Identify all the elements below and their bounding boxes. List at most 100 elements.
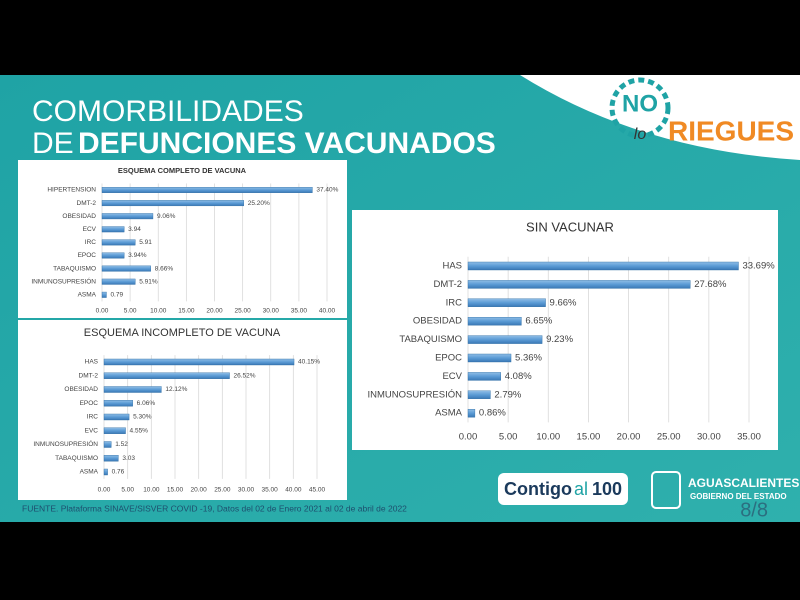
value-label: 40.15% bbox=[298, 359, 320, 366]
x-tick-label: 30.00 bbox=[263, 308, 280, 315]
value-label: 6.65% bbox=[525, 316, 552, 327]
y-tick-label: HAS bbox=[442, 261, 462, 272]
y-tick-label: HAS bbox=[85, 359, 99, 366]
bar bbox=[101, 252, 125, 259]
value-label: 25.20% bbox=[248, 200, 270, 207]
x-tick-label: 40.00 bbox=[285, 487, 302, 494]
value-label: 5.91% bbox=[139, 278, 158, 285]
y-tick-label: HIPERTENSION bbox=[47, 187, 96, 194]
bar bbox=[467, 317, 522, 326]
title-bold: DEFUNCIONES VACUNADOS bbox=[78, 127, 496, 160]
gov-name: AGUASCALIENTES bbox=[688, 476, 799, 490]
bar bbox=[467, 261, 739, 271]
y-tick-label: INMUNOSUPRESIÓN bbox=[31, 276, 96, 285]
logo-virus bbox=[609, 77, 671, 139]
bar bbox=[101, 200, 244, 207]
bar bbox=[103, 358, 295, 366]
value-label: 0.79 bbox=[110, 292, 123, 299]
value-label: 6.06% bbox=[137, 400, 156, 407]
x-tick-label: 0.00 bbox=[459, 432, 478, 443]
y-tick-label: ASMA bbox=[78, 292, 97, 299]
value-label: 0.86% bbox=[479, 408, 506, 419]
y-tick-label: DMT-2 bbox=[77, 200, 97, 207]
x-tick-label: 15.00 bbox=[167, 487, 184, 494]
x-tick-label: 35.00 bbox=[291, 308, 308, 315]
y-tick-label: DMT-2 bbox=[79, 372, 99, 379]
y-tick-label: EPOC bbox=[435, 353, 462, 364]
chart-title: ESQUEMA INCOMPLETO DE VACUNA bbox=[84, 327, 281, 339]
bar bbox=[103, 455, 119, 462]
x-tick-label: 5.00 bbox=[124, 308, 137, 315]
value-label: 5.36% bbox=[515, 353, 542, 364]
title-de: DE bbox=[32, 127, 74, 160]
y-tick-label: INMUNOSUPRESIÓN bbox=[33, 439, 98, 448]
x-tick-label: 35.00 bbox=[737, 432, 761, 443]
gov-sub: GOBIERNO DEL ESTADO bbox=[690, 492, 787, 501]
logo-no: NO bbox=[622, 90, 658, 117]
value-label: 9.06% bbox=[157, 213, 176, 220]
x-tick-label: 20.00 bbox=[206, 308, 223, 315]
x-tick-label: 25.00 bbox=[657, 432, 681, 443]
chart-panel bbox=[352, 210, 778, 450]
x-tick-label: 40.00 bbox=[319, 308, 336, 315]
value-label: 2.79% bbox=[494, 389, 521, 400]
bar bbox=[101, 291, 107, 298]
white-curve bbox=[520, 75, 800, 160]
bar bbox=[101, 239, 136, 246]
value-label: 33.69% bbox=[742, 261, 775, 272]
y-tick-label: IRC bbox=[446, 297, 463, 308]
value-label: 5.91 bbox=[139, 239, 152, 246]
bar bbox=[101, 213, 154, 220]
y-tick-label: TABAQUISMO bbox=[53, 265, 96, 272]
x-tick-label: 0.00 bbox=[96, 308, 109, 315]
value-label: 3.94 bbox=[128, 226, 141, 233]
y-tick-label: TABAQUISMO bbox=[55, 455, 98, 462]
x-tick-label: 25.00 bbox=[214, 487, 231, 494]
x-tick-label: 35.00 bbox=[262, 487, 279, 494]
value-label: 26.52% bbox=[234, 372, 256, 379]
source-note: FUENTE. Plataforma SINAVE/SISVER COVID -… bbox=[22, 503, 407, 513]
x-tick-label: 25.00 bbox=[234, 308, 251, 315]
value-label: 3.03 bbox=[122, 455, 135, 462]
x-tick-label: 15.00 bbox=[577, 432, 601, 443]
chart-panel bbox=[18, 160, 347, 318]
x-tick-label: 5.00 bbox=[121, 487, 134, 494]
contigo-al: al bbox=[574, 479, 588, 499]
x-tick-label: 15.00 bbox=[178, 308, 195, 315]
value-label: 3.94% bbox=[128, 252, 147, 259]
bar bbox=[467, 353, 512, 363]
bar bbox=[101, 265, 151, 272]
x-tick-label: 0.00 bbox=[98, 487, 111, 494]
value-label: 8.66% bbox=[155, 265, 174, 272]
x-tick-label: 5.00 bbox=[499, 432, 518, 443]
y-tick-label: IRC bbox=[85, 239, 97, 246]
y-tick-label: OBESIDAD bbox=[62, 213, 96, 220]
bar bbox=[467, 335, 543, 344]
contigo-badge bbox=[498, 473, 628, 505]
coat-of-arms bbox=[651, 471, 681, 509]
bar bbox=[103, 400, 133, 407]
x-tick-label: 30.00 bbox=[238, 487, 255, 494]
bar bbox=[467, 298, 546, 307]
logo-lo: lo bbox=[634, 126, 647, 143]
value-label: 27.68% bbox=[694, 279, 727, 290]
value-label: 12.12% bbox=[165, 386, 187, 393]
bar bbox=[101, 226, 125, 233]
bar bbox=[467, 280, 691, 289]
value-label: 0.76 bbox=[112, 469, 125, 476]
bar bbox=[101, 187, 313, 193]
x-tick-label: 20.00 bbox=[191, 487, 208, 494]
x-tick-label: 10.00 bbox=[150, 308, 167, 315]
bar bbox=[103, 413, 130, 421]
x-tick-label: 20.00 bbox=[617, 432, 641, 443]
y-tick-label: EPOC bbox=[78, 252, 97, 259]
x-tick-label: 30.00 bbox=[697, 432, 721, 443]
value-label: 4.08% bbox=[505, 371, 532, 382]
bar bbox=[103, 372, 230, 379]
value-label: 1.52 bbox=[115, 441, 128, 448]
page-number: 8/8 bbox=[740, 499, 768, 521]
contigo: Contigo bbox=[504, 479, 572, 499]
bar bbox=[103, 441, 112, 448]
title-line: COMORBILIDADES bbox=[32, 95, 304, 128]
